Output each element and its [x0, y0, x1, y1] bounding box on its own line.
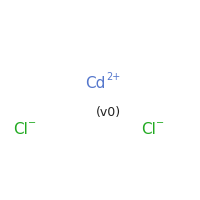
Text: 2+: 2+ — [106, 72, 120, 82]
Text: Cd: Cd — [86, 76, 106, 91]
Text: −: − — [156, 118, 164, 128]
Text: Cl: Cl — [141, 122, 156, 137]
Text: −: − — [28, 118, 36, 128]
Text: Cl: Cl — [13, 122, 28, 137]
Text: (v0): (v0) — [96, 106, 121, 119]
